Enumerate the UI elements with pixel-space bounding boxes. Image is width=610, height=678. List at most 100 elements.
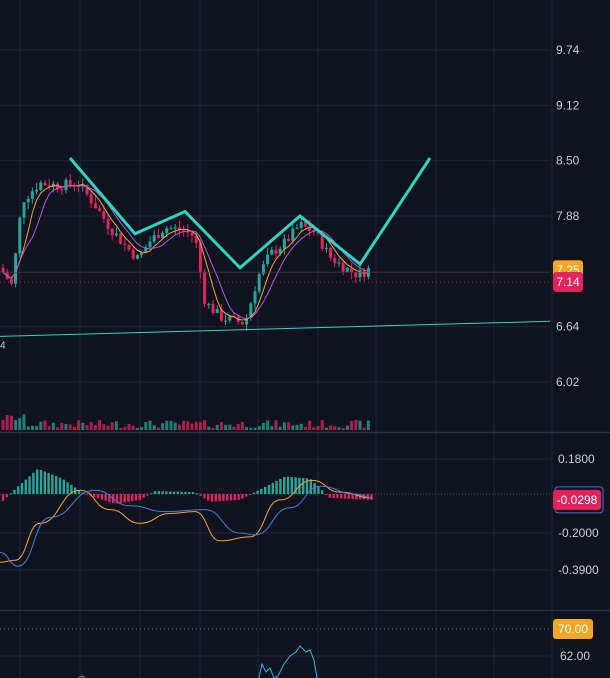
macd-signal-line (0, 485, 373, 567)
macd-hist-bar-77 (294, 477, 297, 495)
volume-bar-83 (350, 421, 354, 430)
macd-hist-bar-60 (229, 494, 233, 501)
current-price-badge-bg (553, 272, 583, 293)
macd-hist-bar-13 (51, 474, 54, 495)
rsi-line (77, 645, 318, 678)
macd-hist-bar-54 (207, 494, 210, 501)
candle-body-40 (169, 228, 173, 230)
volume-bar-36 (152, 425, 156, 430)
candle-body-73 (308, 226, 312, 231)
macd-hist-bar-8 (32, 472, 35, 495)
volume-bar-82 (345, 425, 349, 430)
volume-bar-86 (362, 427, 366, 430)
candle-body-11 (47, 185, 51, 188)
volume-bar-73 (308, 420, 312, 430)
volume-bar-11 (47, 426, 51, 430)
macd-hist-bar-32 (123, 494, 126, 503)
macd-hist-bar-89 (340, 494, 343, 499)
volume-bar-31 (131, 425, 135, 430)
volume-bar-67 (282, 422, 286, 430)
volume-bar-35 (148, 420, 152, 430)
volume-bar-5 (22, 414, 26, 430)
price-tick-4: 6.64 (556, 320, 580, 334)
macd-hist-bar-62 (237, 494, 240, 500)
macd-hist-bar-27 (104, 494, 107, 501)
macd-hist-bar-66 (252, 492, 255, 495)
macd-hist-bar-88 (336, 494, 339, 499)
volume-bar-33 (140, 427, 144, 430)
price-tick-3: 7.88 (556, 209, 580, 223)
macd-hist-bar-53 (203, 494, 206, 499)
volume-bar-44 (186, 421, 190, 430)
macd-hist-bar-71 (271, 482, 274, 495)
macd-hist-bar-69 (264, 486, 267, 495)
volume-bar-79 (333, 426, 337, 430)
candle-body-68 (287, 238, 291, 241)
candle-body-7 (30, 191, 34, 199)
pattern-drawing[interactable]: 4 (0, 157, 551, 351)
candle-body-75 (316, 232, 320, 234)
volume-bar-7 (30, 425, 34, 430)
volume-bar-48 (203, 420, 207, 430)
price-tick-0: 9.74 (556, 43, 580, 57)
macd-hist-bar-67 (256, 490, 259, 495)
volume-bar-26 (110, 422, 114, 430)
macd-hist-bar-93 (355, 494, 358, 500)
volume-bar-18 (77, 420, 81, 430)
candle-body-81 (341, 262, 345, 272)
candle-body-58 (245, 317, 249, 325)
macd-hist-bar-92 (351, 494, 354, 499)
macd-hist-bar-81 (309, 479, 312, 495)
volume-bar-10 (43, 420, 47, 430)
pattern-zigzag-line (68, 157, 432, 270)
candle-body-76 (320, 232, 324, 249)
candle-body-44 (186, 231, 190, 233)
macd-hist-bar-15 (58, 477, 62, 495)
candle-body-37 (156, 234, 160, 239)
macd-hist-bar-33 (127, 494, 130, 502)
candle-body-38 (161, 233, 165, 239)
candle-body-28 (119, 233, 123, 244)
volume-bar-24 (102, 424, 106, 430)
volume-bar-12 (51, 422, 55, 430)
macd-hist-bar-56 (214, 494, 217, 502)
macd-hist-bar-83 (317, 486, 320, 495)
candle-body-62 (261, 264, 265, 275)
candle-body-9 (39, 182, 43, 190)
candle-body-32 (135, 255, 139, 259)
candle-body-63 (266, 254, 270, 265)
volume-bar-40 (169, 420, 173, 430)
trendline-left-label: 4 (0, 340, 6, 351)
candle-body-29 (123, 243, 127, 245)
volume-bar-15 (64, 424, 68, 430)
macd-hist-bar-37 (142, 494, 145, 498)
candle-body-84 (354, 272, 358, 278)
macd-hist-bar-90 (343, 494, 347, 499)
candle-body-43 (182, 230, 186, 232)
volume-bar-19 (81, 422, 85, 430)
candle-body-33 (140, 252, 144, 256)
volume-bar-45 (190, 423, 194, 430)
volume-bar-0 (1, 420, 5, 430)
ma-slow-line (2, 184, 369, 320)
candle-body-16 (68, 179, 72, 185)
macd-hist-bar-17 (66, 482, 69, 495)
macd-hist-bar-59 (226, 494, 229, 501)
candle-body-47 (198, 242, 202, 272)
volume-bar-70 (295, 424, 299, 430)
volume-bar-37 (156, 427, 160, 430)
macd-hist-bar-84 (321, 490, 324, 495)
candle-body-2 (9, 279, 13, 284)
macd-hist-bar-3 (13, 489, 16, 495)
volume-bar-60 (253, 427, 257, 430)
volume-bar-81 (341, 427, 345, 430)
macd-hist-bar-50 (191, 492, 195, 495)
candle-body-42 (177, 227, 181, 231)
candle-body-23 (98, 208, 102, 212)
macd-hist-bar-41 (157, 491, 160, 495)
volume-bar-17 (72, 426, 76, 430)
candle-body-14 (60, 189, 64, 191)
candle-body-54 (228, 316, 232, 321)
volume-bar-54 (228, 424, 232, 430)
